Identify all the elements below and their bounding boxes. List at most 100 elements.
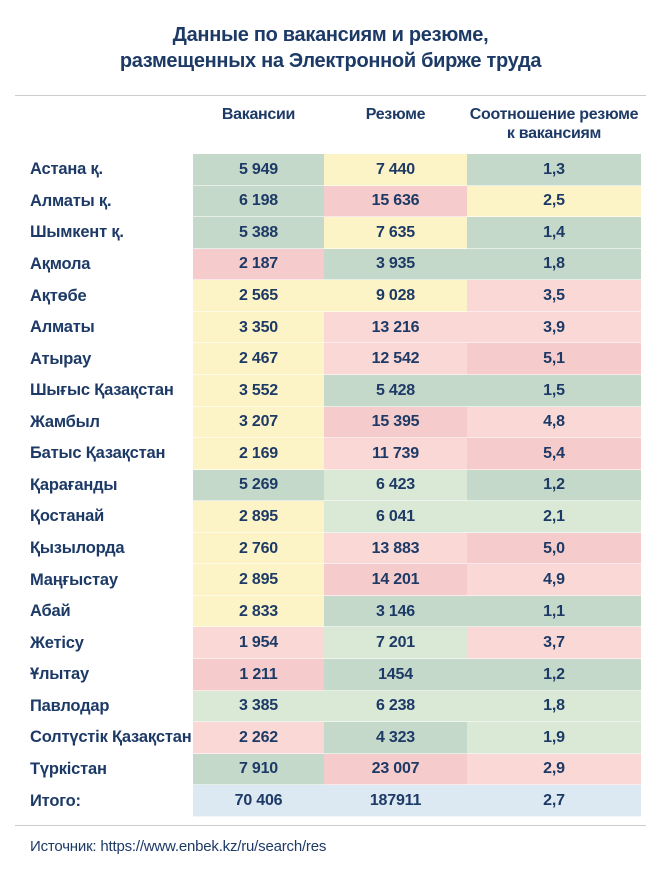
region-label: Қостанай <box>0 501 193 533</box>
vacancies-cell: 2 833 <box>193 595 324 628</box>
resumes-cell: 7 635 <box>324 217 467 249</box>
ratio-cell: 4,8 <box>467 406 641 439</box>
table-row: Абай 2 833 3 146 1,1 <box>0 595 661 628</box>
resumes-cell: 13 883 <box>324 532 467 565</box>
table-row: Атырау 2 467 12 542 5,1 <box>0 343 661 375</box>
table-row: Қарағанды 5 269 6 423 1,2 <box>0 469 661 502</box>
ratio-cell: 1,1 <box>467 595 641 628</box>
table-row: Ұлытау 1 211 1454 1,2 <box>0 659 661 691</box>
region-label: Түркістан <box>0 753 193 786</box>
page-title: Данные по вакансиям и резюме, размещенны… <box>119 24 542 72</box>
resumes-cell: 12 542 <box>324 343 467 375</box>
table-row: Алматы 3 350 13 216 3,9 <box>0 311 661 344</box>
resumes-cell: 7 201 <box>324 627 467 659</box>
vacancies-cell: 3 207 <box>193 406 324 439</box>
ratio-cell: 1,8 <box>467 248 641 281</box>
vacancies-cell: 1 954 <box>193 627 324 659</box>
region-label: Ақтөбе <box>0 280 193 312</box>
ratio-cell: 1,9 <box>467 722 641 754</box>
resumes-cell: 15 636 <box>324 185 467 218</box>
resumes-cell: 5 428 <box>324 374 467 407</box>
table-row: Ақтөбе 2 565 9 028 3,5 <box>0 280 661 312</box>
table-body: Астана қ. 5 949 7 440 1,3 Алматы қ. 6 19… <box>0 154 661 817</box>
resumes-cell: 6 041 <box>324 501 467 533</box>
region-label: Жамбыл <box>0 406 193 439</box>
ratio-cell: 2,5 <box>467 185 641 218</box>
resumes-cell: 1454 <box>324 659 467 691</box>
table-row: Итого: 70 406 187911 2,7 <box>0 785 661 817</box>
vacancies-cell: 2 760 <box>193 532 324 565</box>
vacancies-cell: 3 552 <box>193 374 324 407</box>
resumes-cell: 7 440 <box>324 154 467 186</box>
table-row: Маңғыстау 2 895 14 201 4,9 <box>0 564 661 596</box>
table-row: Жетісу 1 954 7 201 3,7 <box>0 627 661 659</box>
resumes-cell: 11 739 <box>324 438 467 470</box>
region-label: Шымкент қ. <box>0 217 193 249</box>
region-label: Жетісу <box>0 627 193 659</box>
ratio-cell: 3,5 <box>467 280 641 312</box>
resumes-cell: 3 935 <box>324 248 467 281</box>
table-row: Солтүстік Қазақстан 2 262 4 323 1,9 <box>0 722 661 754</box>
region-label: Атырау <box>0 343 193 375</box>
ratio-cell: 5,0 <box>467 532 641 565</box>
region-label: Маңғыстау <box>0 564 193 596</box>
vacancies-cell: 5 949 <box>193 154 324 186</box>
vacancies-cell: 6 198 <box>193 185 324 218</box>
vacancies-cell: 70 406 <box>193 785 324 817</box>
region-label: Итого: <box>0 785 193 817</box>
resumes-cell: 9 028 <box>324 280 467 312</box>
table-header: Вакансии Резюме Соотношение резюме к вак… <box>0 96 661 154</box>
header-resumes: Резюме <box>365 106 426 123</box>
top-divider <box>15 95 646 96</box>
vacancies-cell: 2 169 <box>193 438 324 470</box>
header-vacancies: Вакансии <box>221 106 296 123</box>
resumes-cell: 23 007 <box>324 753 467 786</box>
vacancies-cell: 3 350 <box>193 311 324 344</box>
vacancies-cell: 3 385 <box>193 690 324 723</box>
table-row: Алматы қ. 6 198 15 636 2,5 <box>0 185 661 218</box>
table-row: Павлодар 3 385 6 238 1,8 <box>0 690 661 723</box>
ratio-cell: 5,1 <box>467 343 641 375</box>
table-row: Жамбыл 3 207 15 395 4,8 <box>0 406 661 439</box>
resumes-cell: 4 323 <box>324 722 467 754</box>
table-row: Қызылорда 2 760 13 883 5,0 <box>0 532 661 565</box>
region-label: Ақмола <box>0 248 193 281</box>
ratio-cell: 2,1 <box>467 501 641 533</box>
region-label: Қызылорда <box>0 532 193 565</box>
resumes-cell: 3 146 <box>324 595 467 628</box>
ratio-cell: 1,8 <box>467 690 641 723</box>
region-label: Шығыс Қазақстан <box>0 374 193 407</box>
resumes-cell: 187911 <box>324 785 467 817</box>
vacancies-cell: 2 262 <box>193 722 324 754</box>
ratio-cell: 5,4 <box>467 438 641 470</box>
resumes-cell: 6 238 <box>324 690 467 723</box>
region-label: Қарағанды <box>0 469 193 502</box>
region-label: Ұлытау <box>0 659 193 691</box>
ratio-cell: 3,9 <box>467 311 641 344</box>
ratio-cell: 1,3 <box>467 154 641 186</box>
bottom-divider <box>15 824 646 826</box>
vacancies-cell: 2 467 <box>193 343 324 375</box>
table-row: Шығыс Қазақстан 3 552 5 428 1,5 <box>0 374 661 407</box>
resumes-cell: 15 395 <box>324 406 467 439</box>
source-caption: Источник: https://www.enbek.kz/ru/search… <box>30 837 327 855</box>
vacancies-cell: 2 565 <box>193 280 324 312</box>
ratio-cell: 2,7 <box>467 785 641 817</box>
vacancies-cell: 5 388 <box>193 217 324 249</box>
vacancies-cell: 5 269 <box>193 469 324 502</box>
table-row: Астана қ. 5 949 7 440 1,3 <box>0 154 661 186</box>
header-ratio: Соотношение резюме к вакансиям <box>469 106 639 142</box>
resumes-cell: 14 201 <box>324 564 467 596</box>
region-label: Батыс Қазақстан <box>0 438 193 470</box>
vacancies-cell: 2 187 <box>193 248 324 281</box>
table-row: Ақмола 2 187 3 935 1,8 <box>0 248 661 281</box>
vacancies-cell: 1 211 <box>193 659 324 691</box>
region-label: Астана қ. <box>0 154 193 186</box>
vacancies-cell: 2 895 <box>193 501 324 533</box>
table-row: Шымкент қ. 5 388 7 635 1,4 <box>0 217 661 249</box>
ratio-cell: 1,2 <box>467 659 641 691</box>
vacancies-cell: 2 895 <box>193 564 324 596</box>
ratio-cell: 4,9 <box>467 564 641 596</box>
ratio-cell: 1,5 <box>467 374 641 407</box>
